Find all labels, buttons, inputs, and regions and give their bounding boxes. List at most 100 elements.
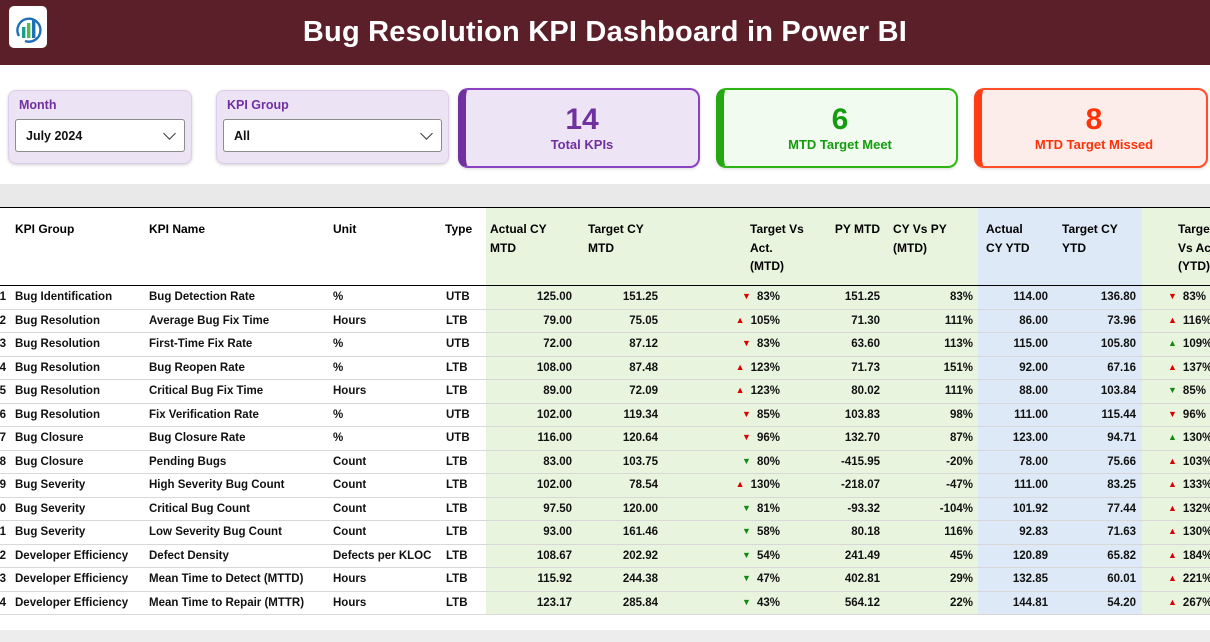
trend-value: 81% xyxy=(756,502,780,515)
cell-target-vs-act-ytd: ▲ 221% xyxy=(1142,567,1210,592)
trend-value: 116% xyxy=(1182,314,1210,327)
cell-target-vs-act-ytd: ▲ 133% xyxy=(1142,473,1210,498)
cell-kpi-name: Low Severity Bug Count xyxy=(146,520,330,545)
trend-arrow-icon: ▼ xyxy=(1168,385,1177,396)
trend-arrow-icon: ▼ xyxy=(742,526,751,537)
kpi-table: KPI Group KPI Name Unit Type Actual CY M… xyxy=(0,207,1210,615)
cell-actual-cy-mtd: 72.00 xyxy=(486,332,580,357)
card-total-kpis-value: 14 xyxy=(565,103,599,137)
trend-value: 130% xyxy=(750,479,780,492)
trend-arrow-icon: ▲ xyxy=(1168,455,1177,466)
cell-unit: Count xyxy=(330,497,442,521)
cell-py-mtd: 241.49 xyxy=(818,544,885,568)
trend-value: 184% xyxy=(1182,549,1210,562)
cell-target-cy-ytd: 65.82 xyxy=(1054,544,1142,568)
table-row: 8 Bug Closure Pending Bugs Count LTB 83.… xyxy=(0,450,1210,474)
card-mtd-target-missed: 8 MTD Target Missed xyxy=(974,88,1208,168)
cell-target-cy-mtd: 120.00 xyxy=(580,497,666,521)
separator-band xyxy=(0,184,1210,207)
cell-target-vs-act-mtd: ▲ 123% xyxy=(666,356,818,380)
cell-actual-cy-ytd: 92.00 xyxy=(978,356,1054,380)
cell-py-mtd: 402.81 xyxy=(818,567,885,592)
cell-target-vs-act-mtd: ▼ 83% xyxy=(666,285,818,310)
header-py-mtd[interactable]: PY MTD xyxy=(818,207,885,286)
cell-kpi-group: Bug Closure xyxy=(12,426,146,451)
header-actual-cy-ytd[interactable]: Actual CY YTD xyxy=(978,207,1054,286)
cell-target-vs-act-mtd: ▲ 130% xyxy=(666,473,818,498)
cell-cy-vs-py-mtd: 29% xyxy=(885,567,978,592)
app-header: Bug Resolution KPI Dashboard in Power BI xyxy=(0,0,1210,65)
cell-kpi-group: Bug Resolution xyxy=(12,403,146,427)
cell-target-vs-act-mtd: ▼ 47% xyxy=(666,567,818,592)
cell-target-cy-ytd: 103.84 xyxy=(1054,379,1142,404)
cell-target-cy-mtd: 78.54 xyxy=(580,473,666,498)
cell-type: UTB xyxy=(442,332,486,357)
cell-cy-vs-py-mtd: 83% xyxy=(885,285,978,310)
trend-arrow-icon: ▲ xyxy=(1168,479,1177,490)
row-number: 6 xyxy=(0,403,12,427)
cell-actual-cy-ytd: 111.00 xyxy=(978,403,1054,427)
cell-actual-cy-mtd: 97.50 xyxy=(486,497,580,521)
cell-target-vs-act-ytd: ▲ 130% xyxy=(1142,426,1210,451)
cell-target-cy-ytd: 83.25 xyxy=(1054,473,1142,498)
cell-actual-cy-mtd: 115.92 xyxy=(486,567,580,592)
row-number: 10 xyxy=(0,497,12,521)
header-target-cy-mtd[interactable]: Target CY MTD xyxy=(580,207,666,286)
header-unit[interactable]: Unit xyxy=(330,207,442,286)
trend-arrow-icon: ▼ xyxy=(742,291,751,302)
cell-target-vs-act-mtd: ▲ 105% xyxy=(666,309,818,333)
table-row: 12 Developer Efficiency Defect Density D… xyxy=(0,544,1210,568)
row-number: 14 xyxy=(0,591,12,615)
header-target-vs-act-ytd[interactable]: Target Vs Act. (YTD) xyxy=(1142,207,1210,286)
cell-actual-cy-mtd: 108.67 xyxy=(486,544,580,568)
table-row: 5 Bug Resolution Critical Bug Fix Time H… xyxy=(0,379,1210,404)
cell-unit: Hours xyxy=(330,591,442,615)
header-target-cy-ytd[interactable]: Target CY YTD xyxy=(1054,207,1142,286)
header-cy-vs-py-mtd[interactable]: CY Vs PY (MTD) xyxy=(885,207,978,286)
header-target-vs-act-mtd[interactable]: Target Vs Act. (MTD) xyxy=(666,207,818,286)
trend-value: 58% xyxy=(756,526,780,539)
cell-kpi-name: First-Time Fix Rate xyxy=(146,332,330,357)
card-mtd-target-meet-value: 6 xyxy=(831,103,849,137)
header-kpi-name[interactable]: KPI Name xyxy=(146,207,330,286)
trend-arrow-icon: ▼ xyxy=(742,502,751,513)
trend-arrow-icon: ▲ xyxy=(735,385,745,396)
cell-kpi-name: Critical Bug Count xyxy=(146,497,330,521)
kpi-group-slicer-label: KPI Group xyxy=(227,98,289,112)
trend-value: 109% xyxy=(1182,338,1210,351)
cell-target-cy-mtd: 244.38 xyxy=(580,567,666,592)
trend-value: 267% xyxy=(1182,596,1210,609)
cell-actual-cy-mtd: 79.00 xyxy=(486,309,580,333)
header-kpi-group[interactable]: KPI Group xyxy=(12,207,146,286)
cell-actual-cy-mtd: 102.00 xyxy=(486,473,580,498)
company-logo xyxy=(9,6,47,48)
row-number: 7 xyxy=(0,426,12,451)
cell-kpi-name: Bug Closure Rate xyxy=(146,426,330,451)
cell-cy-vs-py-mtd: -104% xyxy=(885,497,978,521)
month-dropdown[interactable]: July 2024 xyxy=(15,119,185,152)
cell-actual-cy-ytd: 101.92 xyxy=(978,497,1054,521)
table-row: 2 Bug Resolution Average Bug Fix Time Ho… xyxy=(0,309,1210,333)
cell-target-cy-mtd: 120.64 xyxy=(580,426,666,451)
cell-kpi-group: Developer Efficiency xyxy=(12,591,146,615)
header-actual-cy-mtd[interactable]: Actual CY MTD xyxy=(486,207,580,286)
trend-value: 43% xyxy=(756,596,780,609)
bottom-band xyxy=(0,630,1210,642)
trend-value: 96% xyxy=(756,432,780,445)
kpi-group-dropdown[interactable]: All xyxy=(223,119,442,152)
cell-kpi-name: Critical Bug Fix Time xyxy=(146,379,330,404)
table-row: 7 Bug Closure Bug Closure Rate % UTB 116… xyxy=(0,426,1210,451)
trend-arrow-icon: ▼ xyxy=(742,432,751,443)
trend-value: 96% xyxy=(1182,408,1206,421)
cell-py-mtd: 151.25 xyxy=(818,285,885,310)
cell-target-vs-act-mtd: ▼ 85% xyxy=(666,403,818,427)
row-number: 9 xyxy=(0,473,12,498)
cell-target-cy-mtd: 87.48 xyxy=(580,356,666,380)
cell-kpi-group: Bug Closure xyxy=(12,450,146,474)
cell-actual-cy-ytd: 92.83 xyxy=(978,520,1054,545)
trend-arrow-icon: ▲ xyxy=(1168,432,1177,443)
cell-unit: % xyxy=(330,426,442,451)
cell-py-mtd: 71.30 xyxy=(818,309,885,333)
cell-target-cy-ytd: 73.96 xyxy=(1054,309,1142,333)
header-type[interactable]: Type xyxy=(442,207,486,286)
